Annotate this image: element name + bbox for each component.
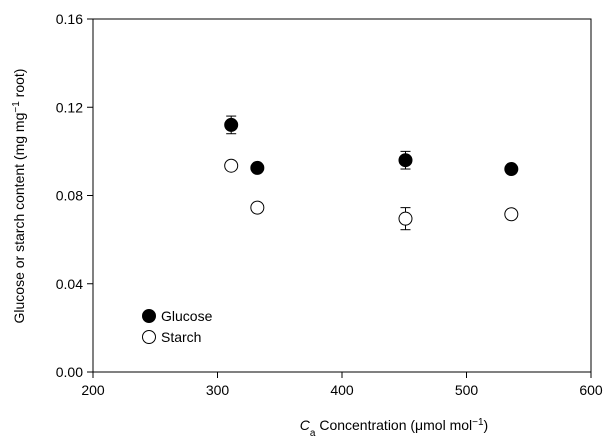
starch-point — [224, 158, 239, 173]
y-tick-label: 0.08 — [56, 188, 83, 204]
starch-point — [250, 200, 265, 215]
legend: Glucose Starch — [142, 308, 213, 345]
x-axis-label-symbol: C — [300, 417, 311, 433]
x-axis-label-text: Concentration (μmol mol — [315, 417, 472, 433]
glucose-point — [250, 160, 265, 175]
axis-ticks: 200 300 400 500 600 0.00 0.04 0.08 0.12 0.16 — [56, 11, 603, 398]
x-axis-label-superscript: −1 — [472, 417, 484, 428]
x-tick-label: 300 — [206, 382, 230, 398]
starch-point — [398, 211, 413, 226]
x-tick-label: 600 — [579, 382, 603, 398]
x-tick-label: 400 — [330, 382, 354, 398]
x-axis-label-end: ) — [484, 417, 489, 433]
x-axis-label: Ca Concentration (μmol mol−1) — [300, 417, 488, 437]
x-axis-label-subscript: a — [310, 428, 316, 437]
glucose-point — [504, 162, 519, 177]
y-axis-label-text: Glucose or starch content (mg mg — [11, 113, 27, 324]
y-tick-label: 0.16 — [56, 11, 83, 27]
legend-label-glucose: Glucose — [161, 308, 213, 324]
glucose-point — [398, 153, 413, 168]
x-tick-label: 200 — [81, 382, 105, 398]
starch-point — [504, 207, 519, 222]
glucose-point — [224, 117, 239, 132]
legend-marker-starch — [142, 330, 156, 344]
y-tick-label: 0.12 — [56, 99, 83, 115]
y-axis-label-superscript: −1 — [11, 101, 22, 113]
x-tick-label: 500 — [455, 382, 479, 398]
legend-marker-glucose — [142, 309, 156, 323]
y-tick-label: 0.00 — [56, 364, 83, 380]
y-axis-label: Glucose or starch content (mg mg−1 root) — [11, 69, 28, 324]
data-marks — [224, 115, 519, 231]
y-axis-label-end: root) — [11, 69, 27, 102]
y-tick-label: 0.04 — [56, 276, 83, 292]
legend-label-starch: Starch — [161, 329, 201, 345]
